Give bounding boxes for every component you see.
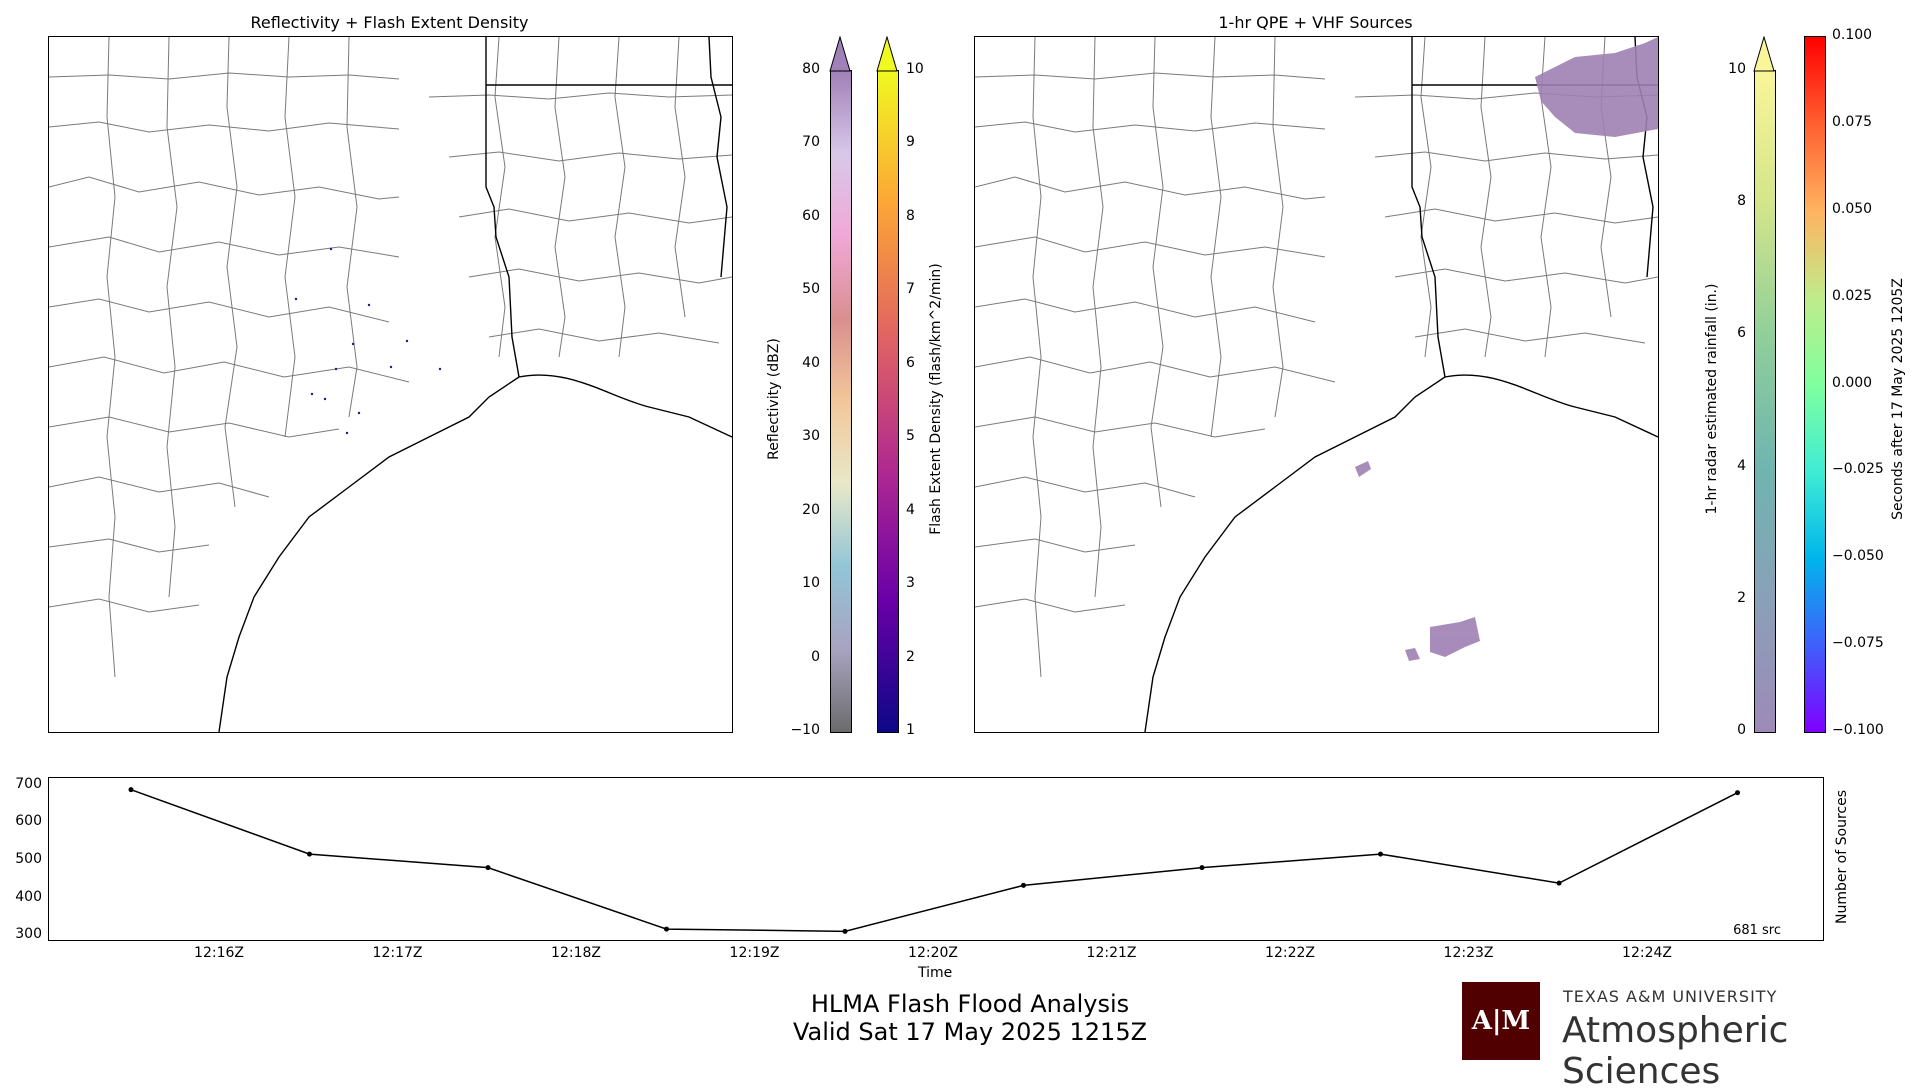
flash_density-tick-label: 8 bbox=[906, 207, 915, 224]
flash_density-tick-label: 6 bbox=[906, 354, 915, 371]
map-geography bbox=[49, 37, 732, 732]
university-name: TEXAS A&M UNIVERSITY bbox=[1563, 987, 1778, 1006]
reflectivity-tick-label: 60 bbox=[802, 207, 820, 224]
source-count-point bbox=[485, 865, 491, 871]
flash-density-colorbar-cap bbox=[876, 36, 898, 72]
seconds-tick-label: 0.075 bbox=[1832, 113, 1873, 130]
seconds-tick-label: −0.075 bbox=[1832, 635, 1884, 652]
seconds-tick-label: −0.050 bbox=[1832, 548, 1884, 565]
seconds-tick-label: 0.000 bbox=[1832, 374, 1873, 391]
reflectivity-tick-label: 0 bbox=[811, 648, 820, 665]
qpe-tick-label: 2 bbox=[1737, 589, 1746, 606]
flash_density-tick-label: 7 bbox=[906, 281, 915, 298]
vhf-source-timeseries: 681 src bbox=[44, 777, 1824, 941]
analysis-title-line1: HLMA Flash Flood Analysis bbox=[810, 990, 1130, 1018]
qpe-colorbar-cap bbox=[1753, 36, 1775, 72]
flash_density-tick-label: 1 bbox=[906, 722, 915, 738]
timeseries-ytick-label: 300 bbox=[15, 926, 42, 943]
qpe-tick-label: 8 bbox=[1737, 193, 1746, 210]
reflectivity-tick-label: 30 bbox=[802, 428, 820, 445]
flash_density-tick-label: 9 bbox=[906, 134, 915, 151]
flash_density-colorbar-label: Flash Extent Density (flash/km^2/min) bbox=[928, 263, 944, 535]
source-count-line bbox=[130, 788, 1738, 933]
reflectivity-tick-label: 10 bbox=[802, 575, 820, 592]
analysis-title: HLMA Flash Flood Analysis Valid Sat 17 M… bbox=[720, 990, 1220, 1046]
timeseries-ytick-label: 700 bbox=[15, 775, 42, 792]
qpe-tick-label: 10 bbox=[1728, 61, 1746, 77]
source-count-point bbox=[1021, 882, 1026, 888]
timeseries-xtick-label: 12:20Z bbox=[908, 945, 958, 961]
timeseries-xtick-label: 12:16Z bbox=[194, 945, 244, 961]
tamu-logo-mark: A|M bbox=[1471, 1006, 1531, 1036]
timeseries-ylabel: Number of Sources bbox=[1834, 790, 1850, 925]
timeseries-xtick-label: 12:24Z bbox=[1622, 945, 1672, 961]
tamu-logo: A|M bbox=[1462, 982, 1540, 1060]
reflectivity-tick-label: 20 bbox=[802, 501, 820, 518]
timeseries-annotation: 681 src bbox=[1733, 923, 1781, 938]
qpe-tick-label: 0 bbox=[1737, 722, 1746, 738]
reflectivity-colorbar bbox=[830, 70, 852, 733]
flash-density-colorbar bbox=[877, 70, 899, 733]
timeseries-ytick-label: 400 bbox=[15, 888, 42, 905]
seconds-tick-label: −0.025 bbox=[1832, 461, 1884, 478]
map-geography bbox=[975, 37, 1658, 732]
source-count-point bbox=[307, 851, 312, 857]
reflectivity-tick-label: 50 bbox=[802, 281, 820, 298]
timeseries-xtick-label: 12:22Z bbox=[1265, 945, 1315, 961]
timeseries-ytick-label: 500 bbox=[15, 850, 42, 867]
timeseries-xtick-label: 12:21Z bbox=[1086, 945, 1137, 961]
seconds-colorbar bbox=[1804, 36, 1826, 733]
reflectivity-colorbar-label: Reflectivity (dBZ) bbox=[766, 338, 782, 460]
seconds-tick-label: 0.050 bbox=[1832, 200, 1873, 217]
timeseries-xtick-label: 12:17Z bbox=[372, 945, 423, 961]
source-count-point bbox=[664, 926, 669, 932]
qpe-map bbox=[974, 36, 1659, 733]
seconds-tick-label: 0.025 bbox=[1832, 287, 1873, 304]
reflectivity-map bbox=[48, 36, 733, 733]
timeseries-plot bbox=[44, 785, 1740, 937]
analysis-title-line2: Valid Sat 17 May 2025 1215Z bbox=[792, 1018, 1148, 1046]
source-count-point bbox=[1378, 851, 1383, 857]
qpe-tick-label: 6 bbox=[1737, 325, 1746, 342]
seconds-colorbar-label: Seconds after 17 May 2025 1205Z bbox=[1890, 278, 1906, 520]
source-count-point bbox=[128, 787, 134, 793]
flash_density-tick-label: 4 bbox=[906, 501, 915, 518]
reflectivity-tick-label: 40 bbox=[802, 354, 820, 371]
qpe-colorbar bbox=[1754, 70, 1776, 733]
flash_density-tick-label: 10 bbox=[906, 61, 924, 77]
flash_density-tick-label: 5 bbox=[906, 428, 915, 445]
timeseries-xtick-label: 12:18Z bbox=[551, 945, 601, 961]
timeseries-xlabel: Time bbox=[918, 965, 953, 981]
reflectivity-tick-label: 70 bbox=[802, 134, 820, 151]
reflectivity-colorbar-cap bbox=[829, 36, 851, 72]
source-count-point bbox=[842, 928, 848, 934]
source-count-point bbox=[1735, 790, 1740, 796]
flash_density-tick-label: 2 bbox=[906, 648, 915, 665]
reflectivity-tick-label: −10 bbox=[790, 722, 820, 738]
timeseries-xtick-label: 12:19Z bbox=[729, 945, 780, 961]
left-panel-title: Reflectivity + Flash Extent Density bbox=[250, 13, 529, 32]
reflectivity-tick-label: 80 bbox=[802, 61, 820, 77]
qpe-colorbar-label: 1-hr radar estimated rainfall (in.) bbox=[1704, 283, 1720, 515]
timeseries-ytick-label: 600 bbox=[15, 813, 42, 830]
seconds-tick-label: −0.100 bbox=[1832, 722, 1884, 738]
seconds-tick-label: 0.100 bbox=[1832, 27, 1873, 43]
source-count-point bbox=[1199, 865, 1205, 871]
timeseries-xtick-label: 12:23Z bbox=[1443, 945, 1494, 961]
flash_density-tick-label: 3 bbox=[906, 575, 915, 592]
right-panel-title: 1-hr QPE + VHF Sources bbox=[1218, 13, 1413, 32]
qpe-tick-label: 4 bbox=[1737, 457, 1746, 474]
source-count-point bbox=[1556, 880, 1562, 886]
